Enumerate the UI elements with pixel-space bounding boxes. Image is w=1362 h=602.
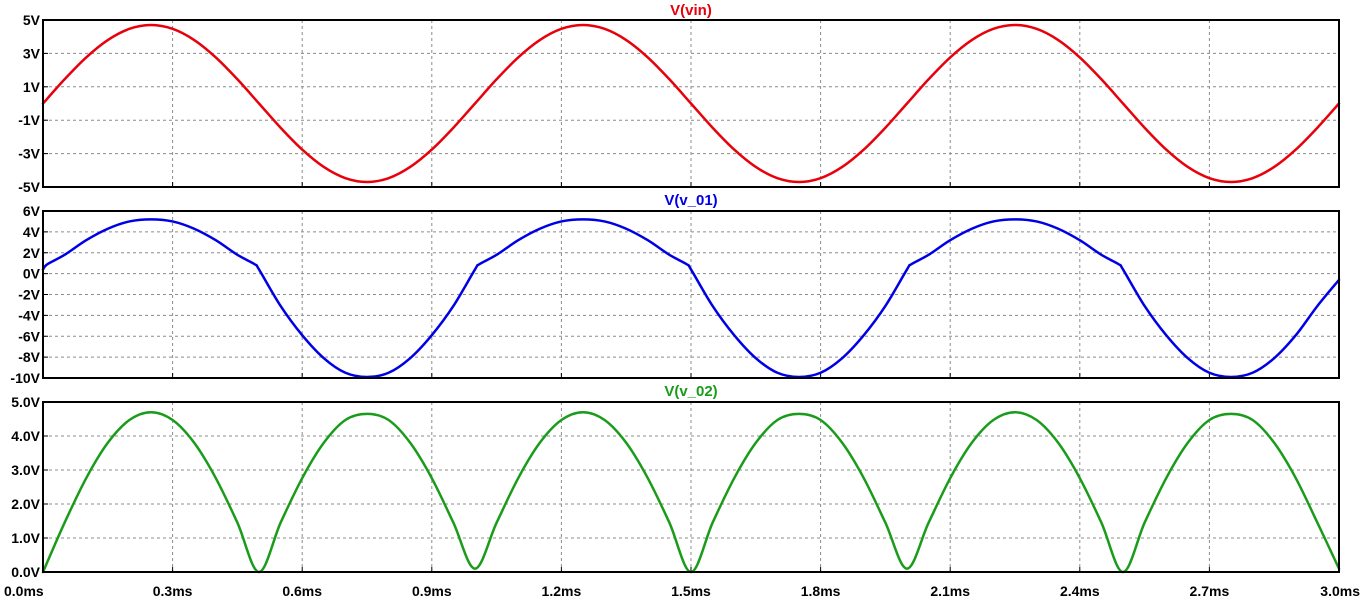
x-tick-label: 0.3ms — [153, 583, 193, 599]
y-tick-label: 2V — [23, 245, 41, 261]
plot-pane-2: 6V 4V 2V 0V -2V -4V -6V -8V -10V V(v_01) — [10, 192, 1341, 386]
y-tick-label: 0V — [23, 266, 41, 282]
y-tick-label: 5V — [23, 12, 41, 28]
y-tick-label: -4V — [18, 307, 40, 323]
x-axis-tick-labels: 0.0ms 0.3ms 0.6ms 0.9ms 1.2ms 1.5ms 1.8ms 2.1ms… — [4, 583, 1360, 599]
y-tick-label: 5.0V — [11, 394, 40, 410]
trace-line — [41, 218, 1341, 379]
plot-pane-1: 5V 3V 1V -1V -3V -5V V(vin) — [18, 2, 1341, 195]
x-tick-label: 1.8ms — [801, 583, 841, 599]
x-tick-label: 1.2ms — [542, 583, 582, 599]
y-tick-label: -6V — [18, 328, 40, 344]
y-tick-label: -1V — [18, 112, 40, 128]
y-tick-label: -5V — [18, 179, 40, 195]
y-tick-label: 6V — [23, 203, 41, 219]
x-tick-label: 0.6ms — [282, 583, 322, 599]
plot-pane-3: 5.0V 4.0V 3.0V 2.0V 1.0V 0.0V V(v_02) — [11, 383, 1341, 580]
y-tick-label: 4.0V — [11, 428, 40, 444]
plot-frame — [42, 19, 1340, 188]
trace-title[interactable]: V(v_02) — [664, 383, 717, 400]
trace-line — [41, 23, 1341, 184]
y-tick-label: -10V — [10, 370, 40, 386]
x-tick-label: 2.7ms — [1190, 583, 1230, 599]
y-tick-label: 0.0V — [11, 564, 40, 580]
y-tick-label: 3.0V — [11, 462, 40, 478]
y-tick-label: 1V — [23, 79, 41, 95]
x-tick-label: 3.0ms — [1320, 583, 1360, 599]
trace-title[interactable]: V(vin) — [670, 2, 712, 19]
y-tick-label: -3V — [18, 146, 40, 162]
x-tick-label: 0.0ms — [4, 583, 44, 599]
y-tick-label: 2.0V — [11, 496, 40, 512]
x-tick-label: 1.5ms — [671, 583, 711, 599]
trace-title[interactable]: V(v_01) — [664, 192, 717, 209]
plot-frame — [42, 210, 1340, 379]
x-tick-label: 0.9ms — [412, 583, 452, 599]
x-tick-label: 2.4ms — [1060, 583, 1100, 599]
x-tick-label: 2.1ms — [930, 583, 970, 599]
y-tick-label: 4V — [23, 224, 41, 240]
y-tick-label: -8V — [18, 349, 40, 365]
y-tick-label: -2V — [18, 287, 40, 303]
y-tick-label: 1.0V — [11, 530, 40, 546]
y-tick-label: 3V — [23, 45, 41, 61]
plot-frame — [42, 401, 1340, 573]
